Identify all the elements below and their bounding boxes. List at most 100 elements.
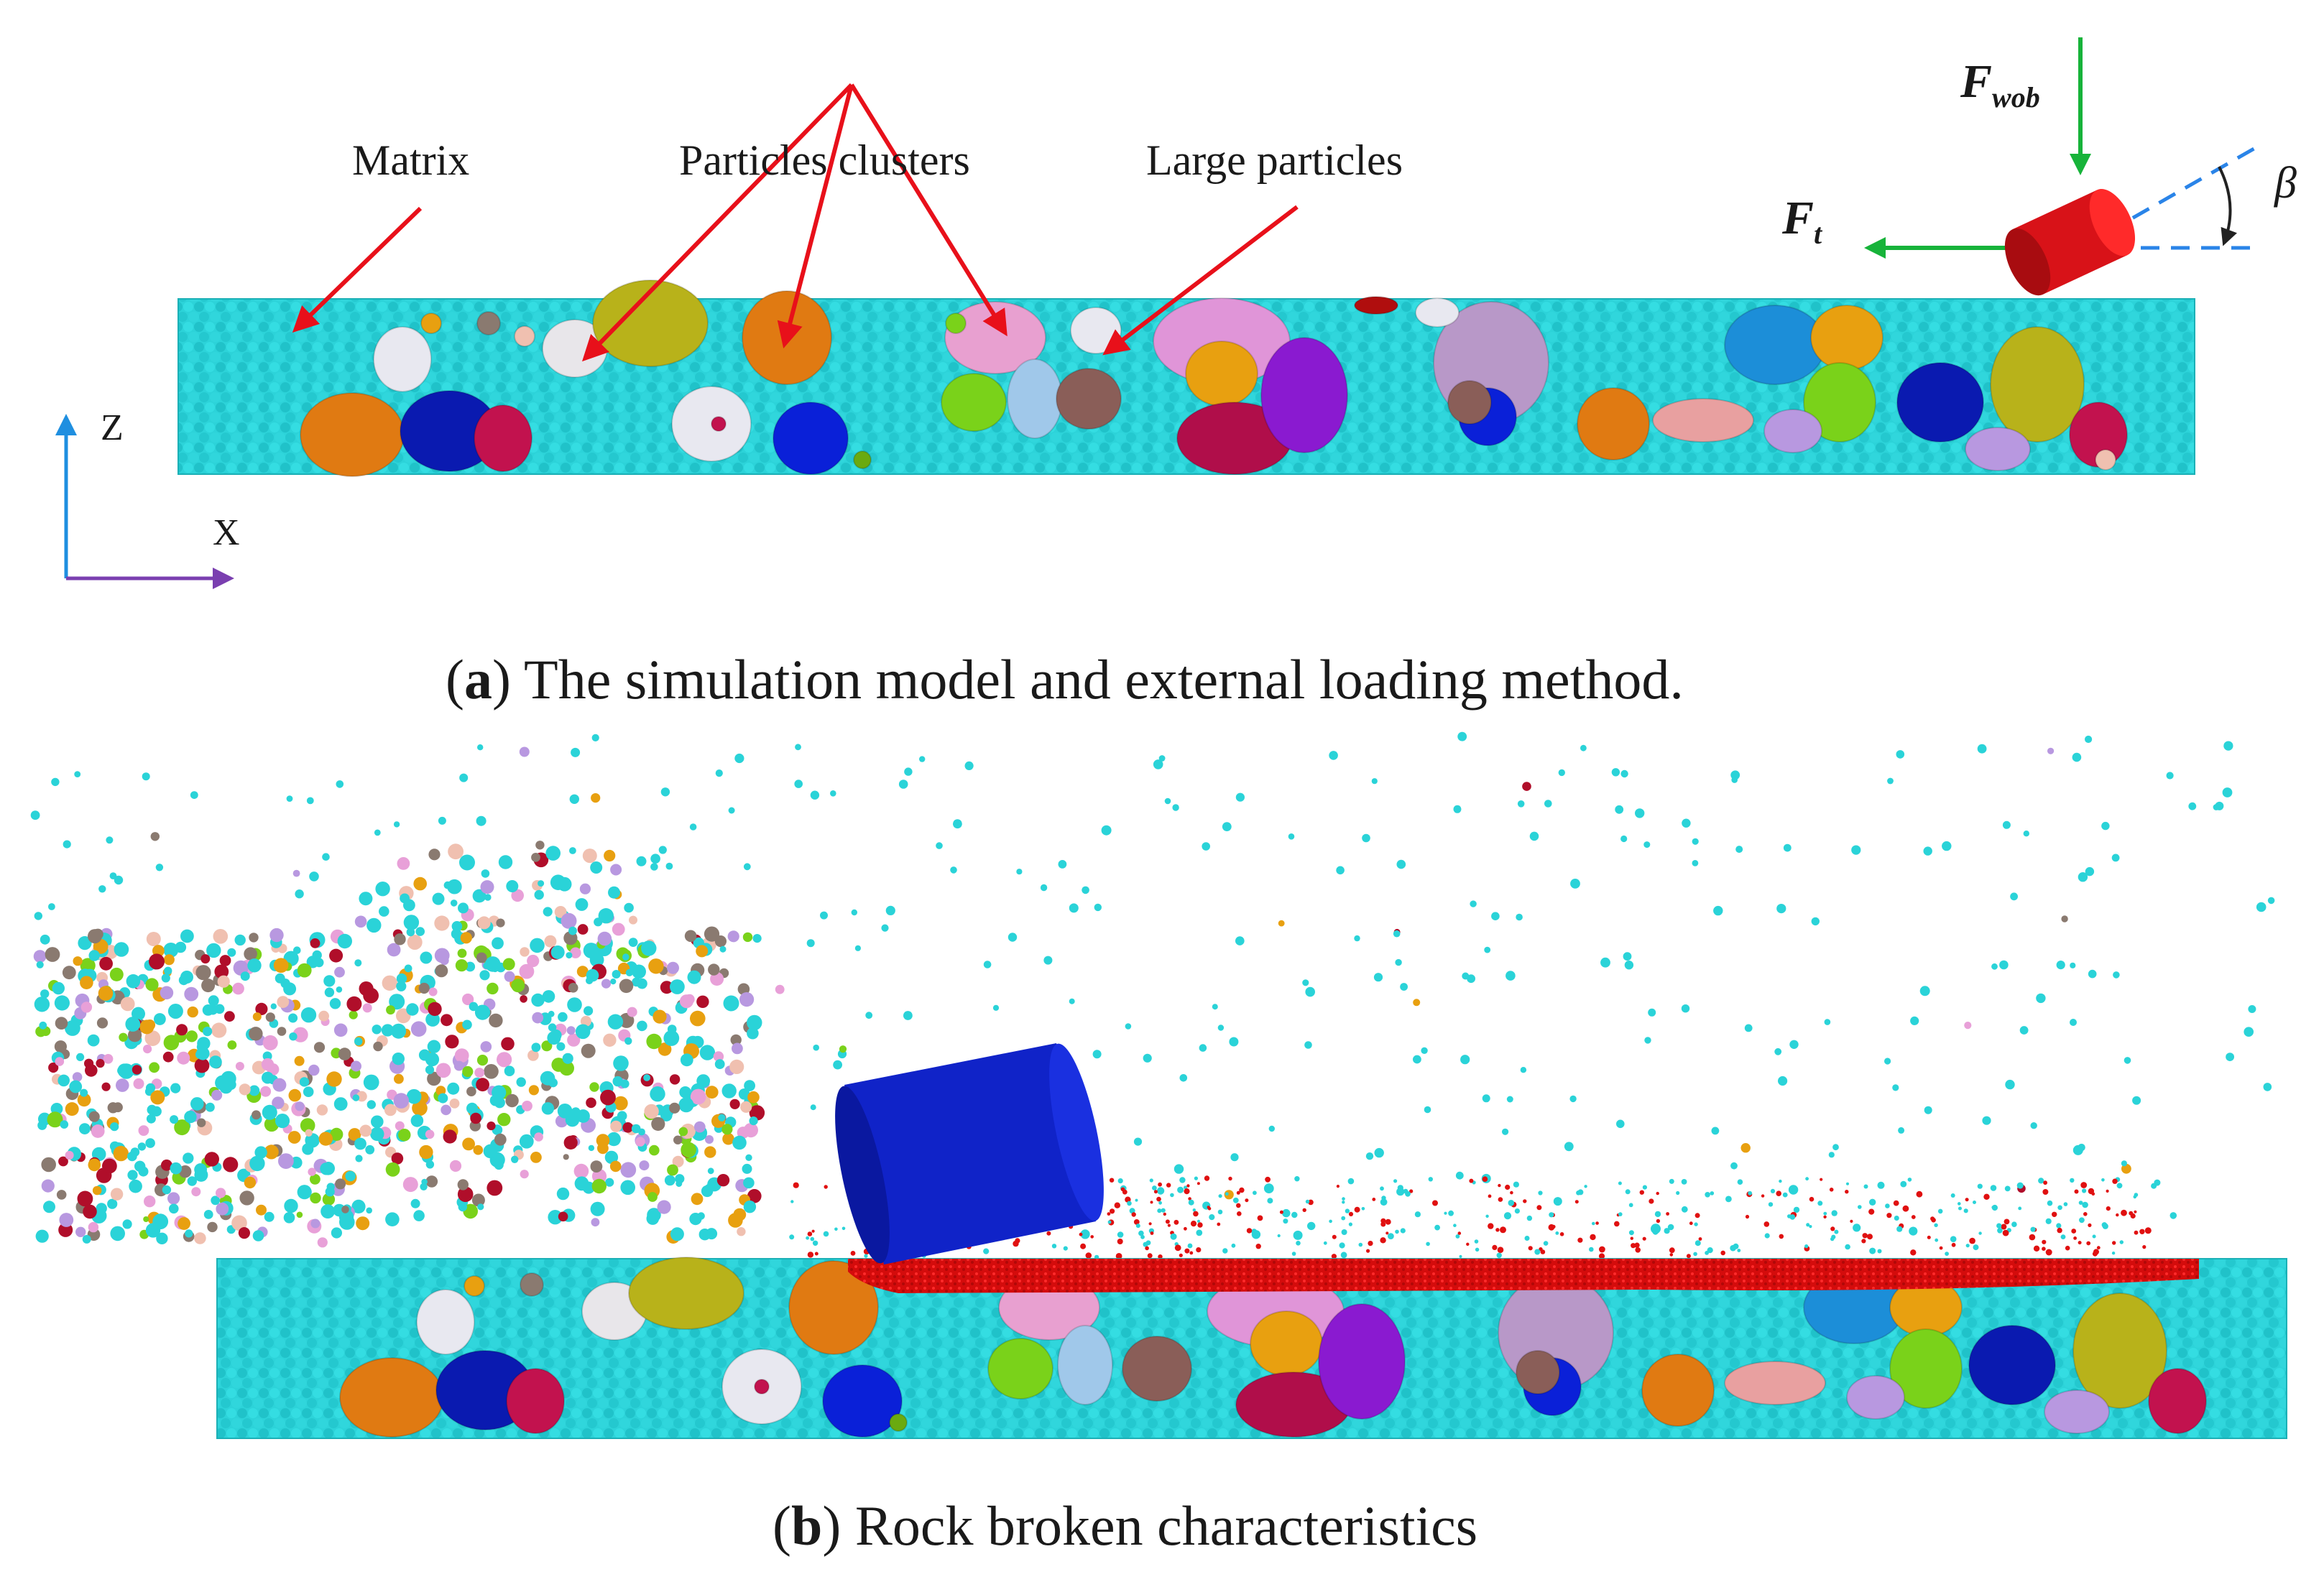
debris-particle	[184, 1110, 197, 1124]
debris-particle	[2030, 1226, 2036, 1232]
debris-particle	[329, 998, 341, 1009]
debris-particle	[137, 1142, 147, 1151]
debris-particle	[1656, 1218, 1661, 1224]
debris-particle	[349, 1010, 358, 1019]
debris-particle	[249, 1085, 260, 1096]
debris-particle	[2045, 1218, 2052, 1224]
debris-particle	[2116, 1213, 2119, 1217]
debris-particle	[62, 966, 76, 980]
debris-particle	[310, 1174, 321, 1185]
debris-particle	[2078, 1241, 2082, 1245]
debris-particle	[1354, 935, 1360, 942]
debris-particle	[1474, 1239, 1479, 1244]
debris-particle	[365, 1144, 375, 1155]
debris-particle	[194, 1232, 206, 1244]
debris-particle	[1599, 1246, 1605, 1253]
debris-particle	[687, 970, 701, 984]
debris-particle	[1522, 782, 1531, 791]
debris-particle	[1497, 1247, 1504, 1253]
debris-particle	[520, 1170, 529, 1179]
debris-particle	[1978, 1231, 1982, 1235]
debris-particle	[1898, 1127, 1905, 1134]
debris-particle	[406, 928, 415, 937]
debris-particle	[128, 1028, 142, 1042]
debris-particle	[1543, 1241, 1549, 1246]
debris-particle	[1618, 1212, 1623, 1216]
debris-particle	[830, 790, 836, 797]
debris-particle	[1257, 1215, 1263, 1221]
debris-particle	[63, 840, 71, 848]
debris-particle	[1559, 1232, 1564, 1236]
debris-particle	[690, 1010, 706, 1027]
debris-particle	[811, 1229, 815, 1233]
debris-particle	[1040, 884, 1048, 892]
debris-particle	[1229, 1037, 1239, 1047]
debris-particle	[1977, 744, 1987, 754]
debris-particle	[1681, 1004, 1690, 1013]
debris-particle	[203, 1027, 213, 1037]
debris-particle	[1432, 1200, 1438, 1206]
crushed-zone	[848, 1259, 2199, 1293]
debris-particle	[550, 874, 566, 890]
debris-particle	[1063, 1246, 1068, 1251]
debris-particle	[691, 1193, 704, 1206]
debris-particle	[1894, 1216, 1899, 1221]
debris-particle	[1145, 1246, 1149, 1251]
debris-particle	[1336, 1185, 1339, 1188]
debris-particle	[714, 935, 727, 948]
debris-particle	[185, 1229, 193, 1238]
debris-particle	[617, 1111, 627, 1121]
debris-particle	[581, 1043, 596, 1058]
debris-particle	[391, 1023, 407, 1039]
debris-particle	[1642, 1236, 1646, 1241]
debris-particle	[392, 1053, 405, 1065]
debris-particle	[1199, 1044, 1207, 1052]
debris-particle	[273, 958, 289, 973]
debris-particle	[1361, 1207, 1365, 1211]
debris-particle	[41, 1179, 55, 1193]
debris-particle	[705, 1184, 712, 1190]
debris-particle	[728, 807, 735, 814]
debris-particle	[588, 1144, 595, 1152]
debris-particle	[2083, 1212, 2088, 1216]
debris-particle	[132, 1065, 142, 1075]
debris-particle	[2111, 854, 2120, 862]
debris-particle	[2226, 1053, 2235, 1061]
debris-particle	[1184, 1226, 1187, 1231]
debris-particle	[2213, 804, 2220, 810]
debris-particle	[1239, 1187, 1245, 1193]
debris-particle	[1341, 1229, 1347, 1235]
debris-particle	[1830, 1236, 1835, 1241]
debris-particle	[625, 968, 634, 976]
debris-particle	[610, 1120, 622, 1132]
debris-particle	[833, 1060, 842, 1070]
debris-particle	[1421, 1047, 1428, 1055]
debris-particle	[194, 1163, 207, 1176]
debris-particle	[743, 1177, 755, 1189]
debris-particle	[569, 847, 576, 854]
debris-particle	[288, 1013, 298, 1023]
debris-particle	[1600, 957, 1610, 968]
debris-particle	[299, 1077, 310, 1087]
debris-particle	[1302, 1208, 1306, 1213]
debris-particle	[1079, 1232, 1083, 1236]
debris-particle	[330, 1127, 343, 1141]
debris-particle	[504, 971, 515, 982]
debris-particle	[646, 1033, 662, 1050]
debris-particle	[1770, 1188, 1776, 1193]
debris-particle	[1166, 1183, 1171, 1188]
debris-particle	[403, 899, 415, 912]
debris-particle	[2121, 1209, 2127, 1216]
debris-particle	[732, 1135, 747, 1150]
debris-particle	[1639, 1190, 1644, 1195]
debris-particle	[382, 975, 397, 991]
debris-particle	[413, 1210, 425, 1221]
debris-particle	[374, 829, 381, 836]
debris-particle	[74, 771, 81, 777]
debris-particle	[1366, 1249, 1370, 1253]
debris-particle	[650, 863, 658, 871]
debris-particle	[2072, 1144, 2083, 1155]
debris-particle	[425, 1129, 435, 1139]
debris-particle	[1644, 1037, 1651, 1044]
debris-particle	[715, 769, 723, 777]
